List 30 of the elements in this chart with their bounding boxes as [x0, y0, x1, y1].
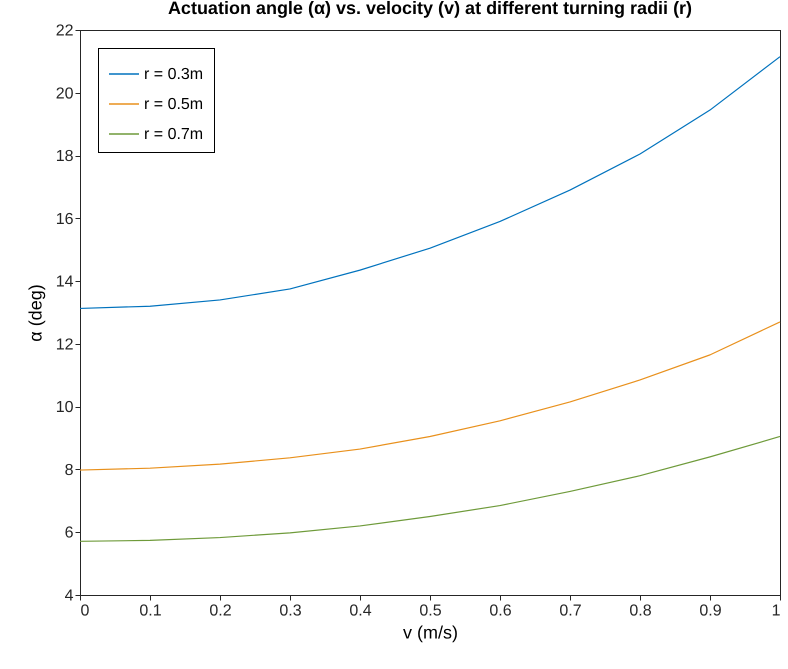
y-tick-label: 22	[56, 22, 74, 40]
x-tick-label: 0.3	[279, 602, 302, 620]
x-tick-label: 0.8	[629, 602, 652, 620]
x-tick-label: 0.6	[489, 602, 512, 620]
y-tick-label: 12	[56, 336, 74, 354]
y-tick-label: 6	[64, 524, 74, 542]
line-series	[79, 321, 781, 471]
x-tick-label: 0	[80, 602, 90, 620]
y-tick-label: 8	[64, 462, 74, 479]
x-tick-label: 0.1	[139, 602, 162, 620]
x-tick-label: 0.4	[349, 602, 372, 620]
line-series	[79, 56, 781, 310]
y-tick-label: 18	[56, 148, 74, 166]
line-series	[79, 436, 781, 542]
y-tick-label: 16	[56, 210, 74, 228]
x-axis-title: v (m/s)	[403, 622, 458, 642]
legend-label: r = 0.5m	[144, 96, 204, 113]
chart-title: Actuation angle (α) vs. velocity (v) at different turning radii (r)	[168, 0, 692, 18]
x-tick-label: 0.7	[559, 602, 582, 620]
x-tick-label: 0.2	[209, 602, 232, 620]
x-tick-label: 0.5	[419, 602, 442, 620]
y-tick-label: 10	[56, 399, 74, 416]
legend-label: r = 0.3m	[144, 66, 204, 83]
x-tick-label: 0.9	[699, 602, 722, 620]
x-tick-label: 1	[772, 602, 781, 620]
legend-label: r = 0.7m	[144, 126, 204, 143]
y-tick-label: 4	[64, 588, 74, 604]
y-tick-label: 14	[56, 274, 74, 291]
y-axis-title: α (deg)	[26, 284, 46, 342]
y-tick-label: 20	[56, 85, 74, 102]
